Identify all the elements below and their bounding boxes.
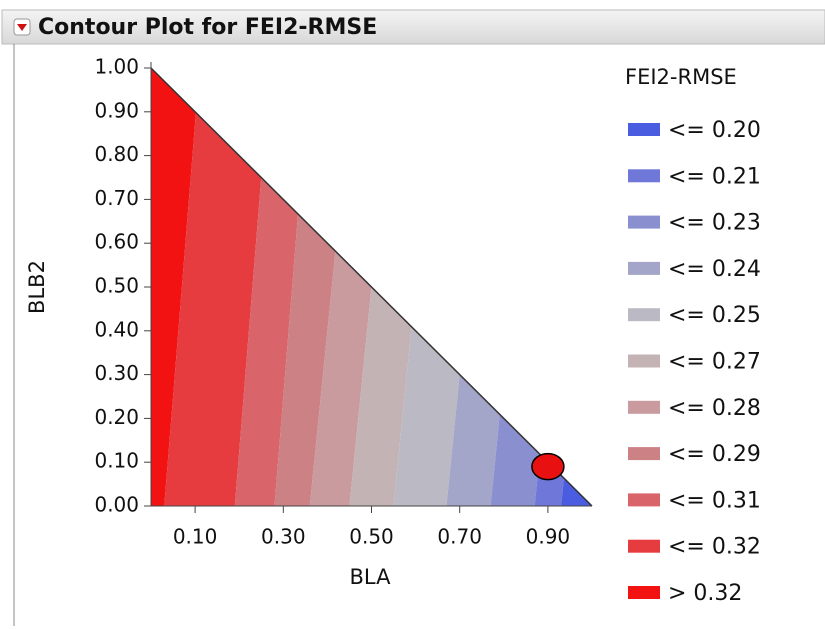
x-tick-label: 0.30 xyxy=(261,525,306,549)
y-tick-label: 1.00 xyxy=(94,55,139,79)
legend-label: <= 0.31 xyxy=(668,488,761,513)
legend-label: <= 0.21 xyxy=(668,164,761,189)
legend-label: <= 0.24 xyxy=(668,257,761,282)
x-tick-label: 0.90 xyxy=(526,525,571,549)
legend-swatch xyxy=(628,169,660,183)
legend-label: <= 0.32 xyxy=(668,535,761,560)
legend-label: <= 0.23 xyxy=(668,211,761,236)
header-bar xyxy=(1,9,825,45)
legend-swatch xyxy=(628,400,660,414)
y-tick-label: 0.70 xyxy=(94,186,139,210)
y-tick-label: 0.30 xyxy=(94,361,139,385)
contour-band xyxy=(164,68,271,506)
x-tick-label: 0.70 xyxy=(437,525,482,549)
x-axis-label: BLA xyxy=(350,565,392,589)
legend-swatch xyxy=(628,447,660,461)
design-point xyxy=(531,452,565,481)
panel-title: Contour Plot for FEI2-RMSE xyxy=(38,15,377,40)
y-tick-label: 0.60 xyxy=(94,230,139,254)
disclosure-icon xyxy=(17,24,27,31)
y-tick-label: 0.10 xyxy=(94,449,139,473)
legend-swatch xyxy=(628,493,660,507)
y-tick-label: 0.20 xyxy=(94,405,139,429)
y-tick-label: 0.00 xyxy=(94,493,139,517)
legend-title: FEI2-RMSE xyxy=(625,65,737,89)
x-tick-label: 0.50 xyxy=(349,525,394,549)
legend-swatch xyxy=(628,215,660,229)
y-tick-label: 0.50 xyxy=(94,274,139,298)
legend-swatch xyxy=(628,539,660,553)
y-tick-label: 0.40 xyxy=(94,317,139,341)
y-tick-label: 0.80 xyxy=(94,142,139,166)
legend-swatch xyxy=(628,354,660,368)
legend-label: <= 0.20 xyxy=(668,118,761,143)
x-tick-label: 0.10 xyxy=(173,525,218,549)
legend-label: <= 0.29 xyxy=(668,442,761,467)
legend-label: > 0.32 xyxy=(668,581,742,606)
legend-swatch xyxy=(628,308,660,322)
legend-label: <= 0.25 xyxy=(668,303,761,328)
legend-label: <= 0.27 xyxy=(668,350,761,375)
y-axis-label: BLB2 xyxy=(25,260,49,314)
y-tick-label: 0.90 xyxy=(94,98,139,122)
legend-swatch xyxy=(628,586,660,599)
legend-swatch xyxy=(628,123,660,136)
legend-label: <= 0.28 xyxy=(668,396,761,421)
legend-swatch xyxy=(628,261,660,275)
constraint-line xyxy=(150,67,593,507)
